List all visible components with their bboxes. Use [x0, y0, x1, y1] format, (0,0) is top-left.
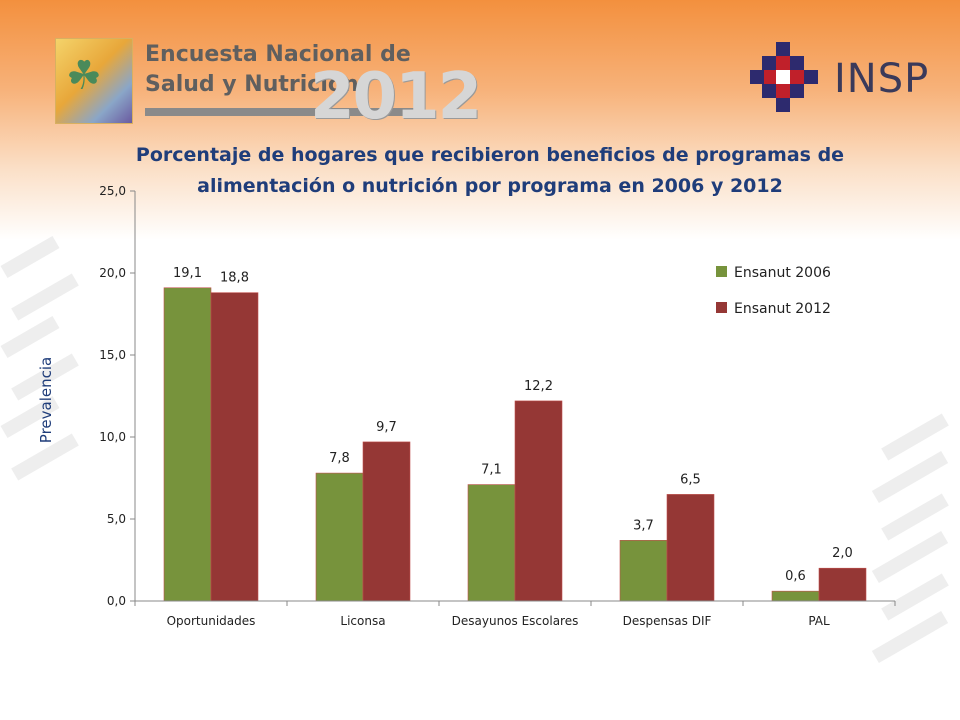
y-tick-label: 5,0	[107, 512, 126, 526]
background-pattern	[0, 235, 949, 664]
insp-logo: INSP	[750, 42, 930, 118]
bar-data-label: 7,1	[481, 463, 502, 478]
chart-title: Porcentaje de hogares que recibieron ben…	[80, 140, 900, 202]
logo-text-line1: Encuesta Nacional de	[145, 42, 411, 67]
legend-label: Ensanut 2012	[734, 301, 831, 317]
y-tick-label: 15,0	[99, 348, 126, 362]
bar-2006	[467, 484, 516, 602]
bar-data-label: 0,6	[785, 569, 806, 584]
x-tick-label: Despensas DIF	[623, 614, 712, 628]
legend-swatch	[716, 266, 727, 277]
chart-title-line2: alimentación o nutrición por programa en…	[197, 175, 783, 197]
bar-data-label: 6,5	[680, 472, 701, 487]
bar-2012	[514, 400, 563, 602]
logo-year: 2012	[310, 60, 482, 134]
y-axis-label: Prevalencia	[37, 357, 55, 443]
bar-data-label: 7,8	[329, 451, 350, 466]
ensanut-logo: ☘ Encuesta Nacional de Salud y Nutrición…	[55, 38, 482, 134]
y-tick-label: 25,0	[99, 184, 126, 198]
insp-wordmark: INSP	[834, 56, 930, 102]
bar-data-label: 12,2	[524, 379, 553, 394]
logo-bar	[145, 108, 420, 116]
legend-swatch	[716, 302, 727, 313]
bar-2006	[163, 287, 212, 602]
x-tick-label: Liconsa	[340, 614, 385, 628]
ensanut-logo-image: ☘	[55, 38, 133, 124]
mexico-map-icon: ☘	[66, 53, 102, 99]
bar-2012	[666, 494, 715, 602]
bar-2006	[771, 590, 820, 602]
legend-label: Ensanut 2006	[734, 265, 831, 281]
x-tick-label: Oportunidades	[167, 614, 256, 628]
bar-2012	[362, 441, 411, 602]
bar-2006	[619, 540, 668, 602]
bar-data-label: 9,7	[376, 420, 397, 435]
bar-2006	[315, 472, 364, 602]
logo-text-line2: Salud y Nutrición	[145, 72, 359, 97]
insp-emblem-icon	[750, 42, 818, 112]
bar-data-label: 18,8	[220, 271, 249, 286]
bar-2012	[210, 292, 259, 602]
x-tick-label: PAL	[808, 614, 830, 628]
chart-title-line1: Porcentaje de hogares que recibieron ben…	[135, 144, 845, 166]
x-tick-label: Desayunos Escolares	[452, 614, 579, 628]
y-tick-label: 20,0	[99, 266, 126, 280]
bar-data-label: 3,7	[633, 518, 654, 533]
bar-data-label: 2,0	[832, 546, 853, 561]
y-tick-label: 0,0	[107, 594, 126, 608]
y-tick-label: 10,0	[99, 430, 126, 444]
bar-data-label: 19,1	[173, 266, 202, 281]
bar-2012	[818, 567, 867, 602]
